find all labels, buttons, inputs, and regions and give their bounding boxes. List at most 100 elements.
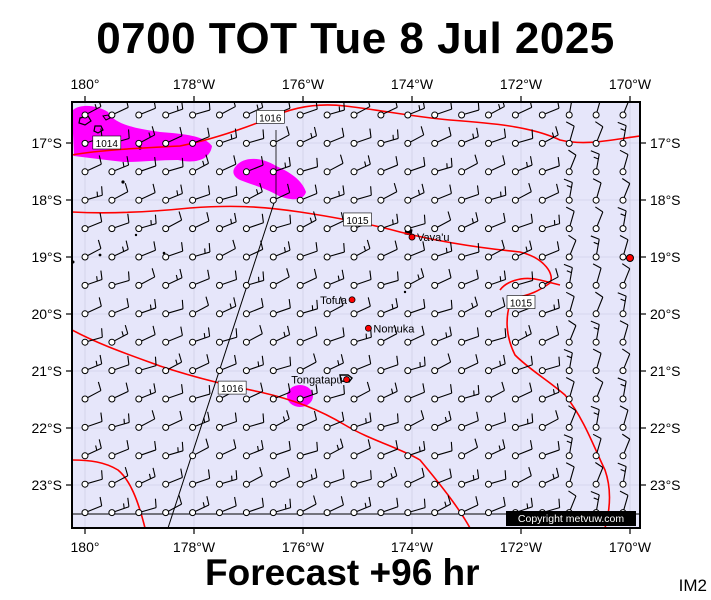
wind-barb-icon: [269, 383, 291, 403]
wind-barb-icon: [350, 239, 371, 261]
lon-label: 174°W: [391, 539, 434, 555]
wind-barb-icon: [431, 384, 453, 403]
wind-barb-icon: [269, 268, 290, 289]
wind-barb-icon: [162, 211, 183, 233]
wind-barb-icon: [431, 126, 452, 147]
wind-barb-icon: [350, 381, 371, 403]
wind-barb-icon: [404, 241, 426, 261]
town-marker-icon: [348, 296, 356, 304]
wind-barb-icon: [81, 412, 103, 431]
wind-barb-icon: [563, 434, 573, 460]
wind-barb-icon: [377, 102, 398, 119]
wind-barb-icon: [81, 328, 103, 346]
wind-barb-icon: [377, 156, 399, 176]
wind-barb-icon: [350, 128, 372, 147]
wind-barb-icon: [135, 383, 157, 403]
wind-barb-icon: [485, 328, 507, 346]
wind-barb-icon: [592, 433, 602, 460]
wind-barb-icon: [269, 467, 291, 488]
lat-label: 22°S: [31, 420, 62, 436]
wind-barb-icon: [617, 207, 627, 233]
town-markers: Vava'u Tofua Nomuka Tongatapu: [291, 232, 449, 386]
wind-barb-icon: [135, 268, 156, 289]
map-frame: [71, 101, 641, 529]
wind-barb-icon: [81, 381, 102, 403]
wind-barb-icon: [485, 155, 506, 176]
wind-barb-icon: [216, 496, 237, 517]
wind-barb-icon: [269, 241, 291, 261]
wind-barb-icon: [511, 129, 534, 147]
wind-barb-icon: [216, 270, 238, 289]
wind-barb-icon: [189, 154, 210, 176]
wind-barb-icon: [189, 385, 211, 403]
wind-barb-icon: [538, 102, 560, 119]
wind-barb-icon: [296, 268, 318, 289]
wind-barb-icon: [431, 299, 453, 318]
wind-barb-icon: [592, 178, 602, 204]
wind-barb-icon: [511, 156, 533, 176]
wind-barb-icon: [162, 126, 183, 147]
wind-barb-icon: [404, 102, 426, 119]
wind-barb-icon: [458, 269, 479, 289]
wind-barb-icon: [216, 102, 236, 119]
wind-barb-icon: [216, 128, 238, 147]
wind-barb-icon: [323, 411, 345, 431]
wind-barb-icon: [135, 156, 157, 176]
wind-barb-icon: [189, 411, 210, 431]
image-code: IM2: [678, 576, 707, 595]
wind-barb-icon: [538, 467, 560, 488]
wind-barb-icon: [619, 263, 631, 289]
wind-barb-icon: [296, 126, 318, 147]
wind-barb-icon: [135, 410, 156, 431]
wind-barb-icon: [81, 354, 103, 375]
wind-barb-icon: [242, 466, 263, 488]
wind-barb-icon: [296, 441, 319, 460]
wind-barb-icon: [162, 184, 183, 204]
lon-label: 170°W: [609, 539, 652, 555]
wind-barb-icon: [485, 470, 507, 488]
wind-barb-icon: [404, 268, 425, 289]
lon-labels-top: 180° 178°W 176°W 174°W 172°W 170°W: [71, 76, 652, 92]
wind-barb-icon: [619, 178, 631, 204]
wind-barb-icon: [350, 439, 371, 460]
wind-barb-icon: [108, 324, 129, 346]
wind-barb-icon: [323, 212, 344, 233]
wind-barb-icon: [242, 213, 264, 233]
wind-barb-icon: [296, 242, 318, 261]
wind-barb-icon: [108, 240, 129, 261]
place-label: Tofua: [320, 295, 348, 307]
wind-barb-icon: [431, 211, 452, 233]
lat-label: 23°S: [650, 477, 681, 493]
wind-barb-icon: [216, 239, 236, 261]
town-marker-icon: [364, 324, 372, 332]
wind-barb-icon: [485, 128, 507, 147]
wind-barb-icon: [269, 440, 291, 460]
wind-barb-icon: [592, 291, 604, 318]
place-label: Vava'u: [417, 232, 449, 244]
wind-barb-icon: [431, 410, 452, 431]
wind-barb-icon: [485, 212, 506, 233]
wind-barb-icon: [485, 354, 506, 375]
place-label: Nomuka: [373, 323, 415, 335]
wind-barb-icon: [323, 154, 344, 176]
wind-barb-icon: [108, 182, 129, 204]
wind-barb-icon: [242, 182, 263, 204]
wind-barb-icon: [323, 185, 345, 204]
copyright-text: Copyright metvuw.com: [518, 513, 624, 525]
wind-barb-icon: [404, 156, 426, 176]
lon-label: 176°W: [282, 76, 325, 92]
wind-barb-icon: [269, 126, 290, 147]
wind-barb-icon: [269, 325, 291, 346]
wind-barb-icon: [108, 413, 130, 431]
wind-barb-icon: [189, 354, 210, 375]
wind-barb-icon: [135, 325, 156, 346]
svg-text:1015: 1015: [346, 216, 369, 227]
wind-barb-icon: [377, 298, 399, 318]
wind-barb-icon: [350, 496, 372, 517]
wind-barb-icon: [458, 327, 480, 346]
isobar-labels: 1014 1015 1015 1016 1016: [92, 110, 536, 395]
wind-barb-icon: [189, 269, 210, 289]
wind-barb-icon: [404, 214, 426, 233]
wind-barb-icon: [162, 268, 183, 289]
wind-barb-icon: [296, 102, 318, 119]
